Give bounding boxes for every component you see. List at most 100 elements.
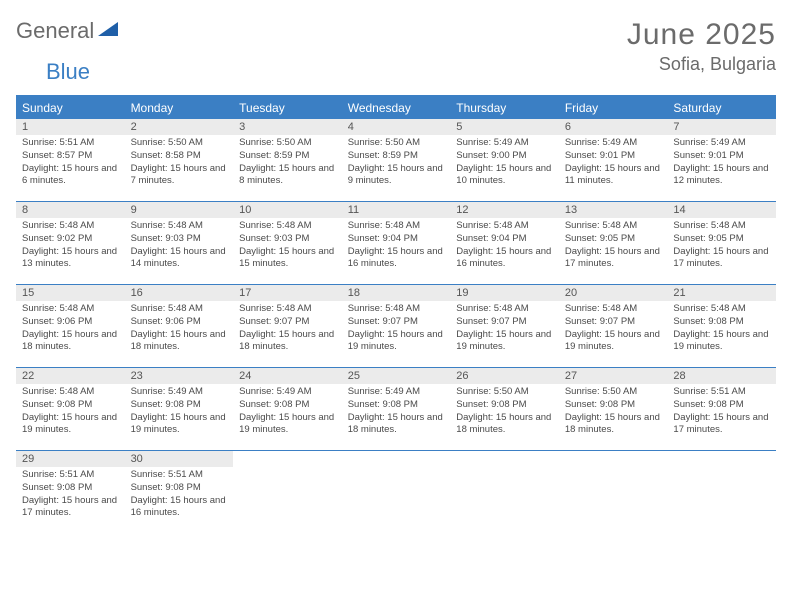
daylight-text: Daylight: 15 hours and 7 minutes. — [131, 163, 228, 189]
day-number: 16 — [125, 285, 234, 301]
month-title: June 2025 — [627, 18, 776, 52]
sunrise-text: Sunrise: 5:51 AM — [22, 137, 119, 150]
sunset-text: Sunset: 9:08 PM — [673, 316, 770, 329]
day-cell: 14Sunrise: 5:48 AMSunset: 9:05 PMDayligh… — [667, 202, 776, 284]
daylight-text: Daylight: 15 hours and 16 minutes. — [348, 246, 445, 272]
day-number: 3 — [233, 119, 342, 135]
day-body: Sunrise: 5:49 AMSunset: 9:08 PMDaylight:… — [342, 384, 451, 441]
weekday-header-row: Sunday Monday Tuesday Wednesday Thursday… — [16, 97, 776, 119]
daylight-text: Daylight: 15 hours and 12 minutes. — [673, 163, 770, 189]
empty-cell — [667, 451, 776, 533]
sunrise-text: Sunrise: 5:49 AM — [239, 386, 336, 399]
day-body: Sunrise: 5:49 AMSunset: 9:08 PMDaylight:… — [233, 384, 342, 441]
sunset-text: Sunset: 9:04 PM — [456, 233, 553, 246]
day-body: Sunrise: 5:48 AMSunset: 9:06 PMDaylight:… — [125, 301, 234, 358]
day-cell: 22Sunrise: 5:48 AMSunset: 9:08 PMDayligh… — [16, 368, 125, 450]
weekday-thursday: Thursday — [450, 97, 559, 119]
day-body: Sunrise: 5:50 AMSunset: 8:59 PMDaylight:… — [233, 135, 342, 192]
day-body: Sunrise: 5:48 AMSunset: 9:03 PMDaylight:… — [125, 218, 234, 275]
weekday-wednesday: Wednesday — [342, 97, 451, 119]
empty-cell — [559, 451, 668, 533]
day-number: 4 — [342, 119, 451, 135]
daylight-text: Daylight: 15 hours and 18 minutes. — [131, 329, 228, 355]
week-row: 15Sunrise: 5:48 AMSunset: 9:06 PMDayligh… — [16, 285, 776, 368]
sunrise-text: Sunrise: 5:48 AM — [348, 303, 445, 316]
sunset-text: Sunset: 9:08 PM — [22, 399, 119, 412]
week-row: 8Sunrise: 5:48 AMSunset: 9:02 PMDaylight… — [16, 202, 776, 285]
day-cell: 13Sunrise: 5:48 AMSunset: 9:05 PMDayligh… — [559, 202, 668, 284]
daylight-text: Daylight: 15 hours and 19 minutes. — [131, 412, 228, 438]
sunrise-text: Sunrise: 5:49 AM — [348, 386, 445, 399]
sunset-text: Sunset: 8:59 PM — [239, 150, 336, 163]
day-number: 22 — [16, 368, 125, 384]
sunrise-text: Sunrise: 5:48 AM — [673, 220, 770, 233]
daylight-text: Daylight: 15 hours and 18 minutes. — [22, 329, 119, 355]
day-number: 18 — [342, 285, 451, 301]
sunrise-text: Sunrise: 5:48 AM — [456, 220, 553, 233]
day-cell: 30Sunrise: 5:51 AMSunset: 9:08 PMDayligh… — [125, 451, 234, 533]
empty-cell — [233, 451, 342, 533]
daylight-text: Daylight: 15 hours and 18 minutes. — [565, 412, 662, 438]
day-cell: 20Sunrise: 5:48 AMSunset: 9:07 PMDayligh… — [559, 285, 668, 367]
day-body: Sunrise: 5:48 AMSunset: 9:07 PMDaylight:… — [233, 301, 342, 358]
week-row: 1Sunrise: 5:51 AMSunset: 8:57 PMDaylight… — [16, 119, 776, 202]
sunrise-text: Sunrise: 5:48 AM — [565, 220, 662, 233]
sunset-text: Sunset: 9:05 PM — [565, 233, 662, 246]
day-cell: 8Sunrise: 5:48 AMSunset: 9:02 PMDaylight… — [16, 202, 125, 284]
day-cell: 10Sunrise: 5:48 AMSunset: 9:03 PMDayligh… — [233, 202, 342, 284]
sunrise-text: Sunrise: 5:48 AM — [22, 220, 119, 233]
sunrise-text: Sunrise: 5:51 AM — [673, 386, 770, 399]
weekday-tuesday: Tuesday — [233, 97, 342, 119]
day-number: 1 — [16, 119, 125, 135]
daylight-text: Daylight: 15 hours and 8 minutes. — [239, 163, 336, 189]
daylight-text: Daylight: 15 hours and 6 minutes. — [22, 163, 119, 189]
day-body: Sunrise: 5:48 AMSunset: 9:04 PMDaylight:… — [342, 218, 451, 275]
sunrise-text: Sunrise: 5:48 AM — [22, 303, 119, 316]
sunrise-text: Sunrise: 5:49 AM — [673, 137, 770, 150]
sunrise-text: Sunrise: 5:48 AM — [456, 303, 553, 316]
sunset-text: Sunset: 9:03 PM — [239, 233, 336, 246]
logo-text-general: General — [16, 18, 94, 44]
day-cell: 9Sunrise: 5:48 AMSunset: 9:03 PMDaylight… — [125, 202, 234, 284]
day-body: Sunrise: 5:48 AMSunset: 9:08 PMDaylight:… — [16, 384, 125, 441]
sunrise-text: Sunrise: 5:48 AM — [22, 386, 119, 399]
day-cell: 4Sunrise: 5:50 AMSunset: 8:59 PMDaylight… — [342, 119, 451, 201]
sunset-text: Sunset: 9:08 PM — [348, 399, 445, 412]
sunset-text: Sunset: 8:59 PM — [348, 150, 445, 163]
sunrise-text: Sunrise: 5:48 AM — [239, 220, 336, 233]
sunset-text: Sunset: 9:01 PM — [565, 150, 662, 163]
sunrise-text: Sunrise: 5:50 AM — [131, 137, 228, 150]
week-row: 22Sunrise: 5:48 AMSunset: 9:08 PMDayligh… — [16, 368, 776, 451]
day-body: Sunrise: 5:48 AMSunset: 9:04 PMDaylight:… — [450, 218, 559, 275]
daylight-text: Daylight: 15 hours and 18 minutes. — [456, 412, 553, 438]
day-body: Sunrise: 5:48 AMSunset: 9:07 PMDaylight:… — [450, 301, 559, 358]
day-cell: 23Sunrise: 5:49 AMSunset: 9:08 PMDayligh… — [125, 368, 234, 450]
daylight-text: Daylight: 15 hours and 17 minutes. — [22, 495, 119, 521]
day-body: Sunrise: 5:51 AMSunset: 9:08 PMDaylight:… — [667, 384, 776, 441]
logo-triangle-icon — [98, 20, 120, 43]
day-cell: 15Sunrise: 5:48 AMSunset: 9:06 PMDayligh… — [16, 285, 125, 367]
sunset-text: Sunset: 9:08 PM — [239, 399, 336, 412]
daylight-text: Daylight: 15 hours and 15 minutes. — [239, 246, 336, 272]
day-body: Sunrise: 5:48 AMSunset: 9:05 PMDaylight:… — [667, 218, 776, 275]
day-body: Sunrise: 5:48 AMSunset: 9:08 PMDaylight:… — [667, 301, 776, 358]
day-cell: 19Sunrise: 5:48 AMSunset: 9:07 PMDayligh… — [450, 285, 559, 367]
day-body: Sunrise: 5:50 AMSunset: 9:08 PMDaylight:… — [450, 384, 559, 441]
day-body: Sunrise: 5:48 AMSunset: 9:07 PMDaylight:… — [559, 301, 668, 358]
sunset-text: Sunset: 9:08 PM — [565, 399, 662, 412]
daylight-text: Daylight: 15 hours and 17 minutes. — [673, 412, 770, 438]
sunset-text: Sunset: 9:02 PM — [22, 233, 119, 246]
daylight-text: Daylight: 15 hours and 19 minutes. — [456, 329, 553, 355]
day-cell: 6Sunrise: 5:49 AMSunset: 9:01 PMDaylight… — [559, 119, 668, 201]
daylight-text: Daylight: 15 hours and 10 minutes. — [456, 163, 553, 189]
sunrise-text: Sunrise: 5:48 AM — [673, 303, 770, 316]
sunset-text: Sunset: 9:07 PM — [348, 316, 445, 329]
day-cell: 5Sunrise: 5:49 AMSunset: 9:00 PMDaylight… — [450, 119, 559, 201]
day-body: Sunrise: 5:51 AMSunset: 8:57 PMDaylight:… — [16, 135, 125, 192]
weekday-saturday: Saturday — [667, 97, 776, 119]
sunrise-text: Sunrise: 5:48 AM — [131, 220, 228, 233]
day-number: 17 — [233, 285, 342, 301]
day-number: 19 — [450, 285, 559, 301]
day-cell: 16Sunrise: 5:48 AMSunset: 9:06 PMDayligh… — [125, 285, 234, 367]
sunrise-text: Sunrise: 5:50 AM — [565, 386, 662, 399]
